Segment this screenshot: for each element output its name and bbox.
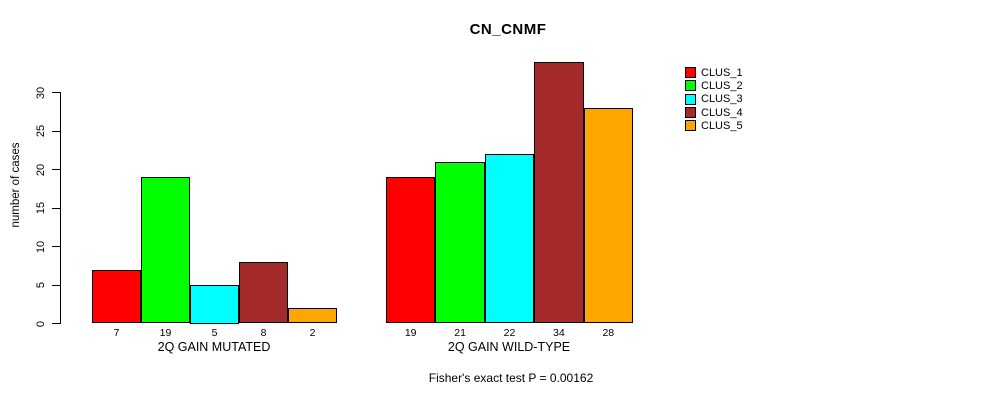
bar-clus_2-group2 <box>435 161 485 324</box>
y-tick-label: 20 <box>35 163 47 176</box>
bar-value-label: 5 <box>211 327 218 339</box>
fisher-test-note: Fisher's exact test P = 0.00162 <box>428 371 594 385</box>
legend-label: CLUS_4 <box>701 106 743 119</box>
bar-value-label: 8 <box>260 327 267 339</box>
y-axis-label: number of cases <box>10 142 22 228</box>
legend: CLUS_1 CLUS_2 CLUS_3 CLUS_4 CLUS_5 <box>685 66 743 132</box>
bar-value-label: 22 <box>503 327 516 339</box>
group-label-mutated: 2Q GAIN MUTATED <box>157 340 271 354</box>
legend-item-clus_4: CLUS_4 <box>685 106 743 119</box>
y-tick-label: 15 <box>35 201 47 215</box>
y-tick-mark <box>52 169 60 170</box>
bar-value-label: 28 <box>602 327 615 339</box>
y-axis <box>60 92 61 324</box>
y-tick-mark <box>52 207 60 209</box>
legend-swatch-icon <box>685 67 696 79</box>
y-tick-label: 0 <box>35 320 47 327</box>
y-tick-label: 30 <box>35 86 47 99</box>
y-tick-label: 10 <box>35 240 47 253</box>
chart-title: CN_CNMF <box>469 21 547 38</box>
y-tick-mark <box>52 284 60 286</box>
bar-clus_4-group2 <box>534 61 584 324</box>
legend-swatch-icon <box>685 80 696 92</box>
legend-swatch-icon <box>685 107 696 119</box>
group-label-wildtype: 2Q GAIN WILD-TYPE <box>447 340 571 354</box>
bar-clus_1-group1 <box>92 269 141 324</box>
legend-label: CLUS_2 <box>701 79 743 92</box>
y-tick-mark <box>52 323 60 324</box>
y-tick-label: 5 <box>35 281 47 289</box>
legend-item-clus_1: CLUS_1 <box>685 66 743 79</box>
bar-value-label: 7 <box>113 327 120 339</box>
bar-clus_5-group2 <box>583 107 633 324</box>
bar-clus_3-group2 <box>484 154 535 324</box>
bar-clus_5-group1 <box>288 308 337 324</box>
bar-clus_3-group1 <box>190 285 239 324</box>
bar-clus_4-group1 <box>239 261 288 324</box>
bar-value-label: 19 <box>404 327 417 339</box>
legend-label: CLUS_5 <box>701 119 743 132</box>
legend-item-clus_3: CLUS_3 <box>685 93 743 106</box>
y-tick-mark <box>52 92 60 93</box>
bar-value-label: 19 <box>159 327 172 339</box>
bar-value-label: 2 <box>309 327 316 339</box>
bar-value-label: 21 <box>454 327 466 339</box>
y-tick-mark <box>52 246 60 247</box>
bar-value-label: 34 <box>553 327 565 339</box>
y-tick-mark <box>52 130 60 132</box>
legend-label: CLUS_3 <box>701 93 743 106</box>
legend-item-clus_2: CLUS_2 <box>685 79 743 92</box>
y-tick-label: 25 <box>35 124 47 138</box>
legend-swatch-icon <box>685 93 696 105</box>
legend-item-clus_5: CLUS_5 <box>685 119 743 132</box>
legend-swatch-icon <box>685 120 696 132</box>
bar-clus_2-group1 <box>141 177 190 324</box>
bar-clus_1-group2 <box>386 177 436 324</box>
legend-label: CLUS_1 <box>701 66 743 79</box>
